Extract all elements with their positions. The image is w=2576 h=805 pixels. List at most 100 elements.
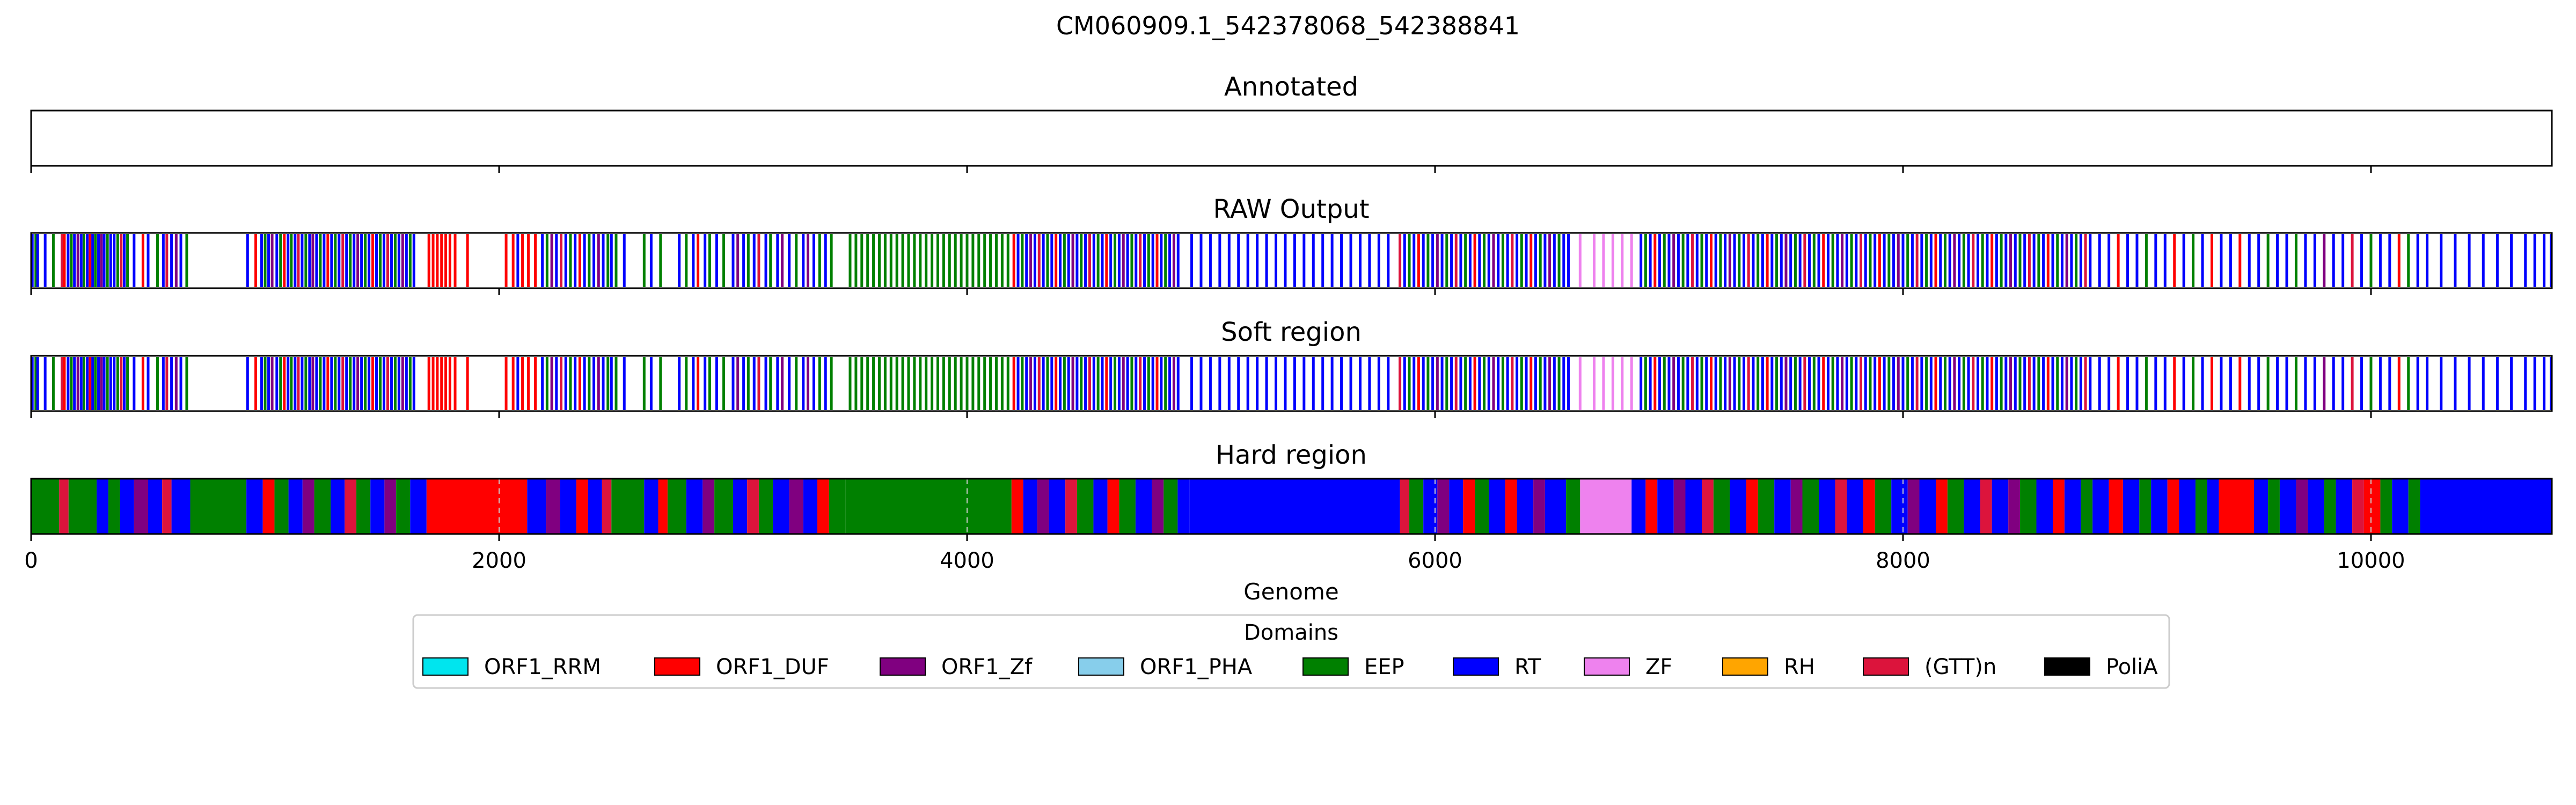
domain-block — [1545, 479, 1567, 534]
panel-title-hard-region: Hard region — [1216, 440, 1367, 470]
domain-block — [714, 479, 733, 534]
legend-swatch — [422, 657, 469, 676]
domain-block — [384, 479, 397, 534]
domain-block — [576, 479, 588, 534]
panel-annotated — [30, 109, 2553, 173]
domain-block — [1907, 479, 1920, 534]
legend: Domains ORF1_RRM ORF1_DUF ORF1_Zf ORF1_PHA E… — [412, 614, 2170, 689]
domain-block — [2139, 479, 2151, 534]
domain-block — [171, 479, 191, 534]
domain-block — [1163, 479, 1178, 534]
domain-block — [1980, 479, 1992, 534]
domain-block — [2268, 479, 2280, 534]
legend-label: ORF1_PHA — [1140, 655, 1253, 679]
domain-block — [789, 479, 803, 534]
domain-block — [1449, 479, 1463, 534]
domain-block — [1947, 479, 1964, 534]
x-tick-label: 2000 — [472, 548, 526, 573]
domain-block — [1517, 479, 1534, 534]
domain-block — [120, 479, 134, 534]
domain-block — [2179, 479, 2196, 534]
domain-block — [702, 479, 715, 534]
domain-block — [602, 479, 612, 534]
domain-block — [59, 479, 69, 534]
panel-frame — [30, 232, 2553, 289]
x-tick-label: 10000 — [2337, 548, 2405, 573]
domain-block — [1189, 479, 1400, 534]
legend-entries: ORF1_RRM ORF1_DUF ORF1_Zf ORF1_PHA EEP RT ZF RH… — [422, 655, 2158, 679]
x-tick-labels: 0 2000 4000 6000 8000 10000 — [24, 548, 2405, 573]
domain-block — [302, 479, 314, 534]
domain-block — [134, 479, 148, 534]
panel-frame — [30, 355, 2553, 412]
domain-block — [1093, 479, 1108, 534]
domain-block — [108, 479, 120, 534]
domain-block — [2195, 479, 2207, 534]
domain-block — [2380, 479, 2392, 534]
domain-block — [410, 479, 427, 534]
domain-block — [1135, 479, 1152, 534]
domain-block — [396, 479, 411, 534]
legend-label: ZF — [1645, 655, 1672, 679]
domain-block — [274, 479, 289, 534]
domain-block — [2296, 479, 2308, 534]
legend-swatch — [1453, 657, 1499, 676]
domain-block — [1774, 479, 1791, 534]
legend-label: ORF1_RRM — [484, 655, 601, 679]
domain-block — [1065, 479, 1077, 534]
domain-block — [560, 479, 576, 534]
domain-block — [1152, 479, 1164, 534]
x-tick-label: 4000 — [940, 548, 994, 573]
domain-block — [1802, 479, 1819, 534]
domain-block — [2420, 479, 2552, 534]
domain-block — [546, 479, 560, 534]
domain-block — [1685, 479, 1702, 534]
legend-swatch — [1584, 657, 1630, 676]
domain-block — [2363, 479, 2381, 534]
domain-block — [1177, 479, 1190, 534]
panel-title-soft-region: Soft region — [1221, 317, 1362, 347]
domain-block — [314, 479, 331, 534]
domain-block — [262, 479, 275, 534]
panel-raw-output — [30, 232, 2553, 295]
domain-block — [2392, 479, 2409, 534]
legend-swatch — [654, 657, 700, 676]
domain-block — [644, 479, 658, 534]
domain-block — [1580, 479, 1632, 534]
domain-block — [2219, 479, 2254, 534]
domain-block — [773, 479, 789, 534]
domain-block — [1730, 479, 1746, 534]
domain-block — [2123, 479, 2140, 534]
domain-block — [1049, 479, 1066, 534]
domain-block — [1790, 479, 1803, 534]
domain-block — [1566, 479, 1580, 534]
domain-block — [527, 479, 546, 534]
legend-label: RH — [1784, 655, 1815, 679]
domain-block — [686, 479, 703, 534]
domain-block — [733, 479, 748, 534]
panel-hard-region — [30, 478, 2553, 541]
domain-block — [1847, 479, 1863, 534]
x-tick-label: 6000 — [1408, 548, 1462, 573]
domain-block — [1489, 479, 1505, 534]
domain-block — [2109, 479, 2123, 534]
domain-block — [2308, 479, 2324, 534]
domain-block — [426, 479, 528, 534]
domain-block — [758, 479, 773, 534]
legend-swatch — [880, 657, 926, 676]
domain-block — [2167, 479, 2179, 534]
domain-block — [2064, 479, 2081, 534]
domain-block — [356, 479, 371, 534]
domain-block — [803, 479, 817, 534]
domain-block — [1992, 479, 2009, 534]
legend-swatch — [1722, 657, 1768, 676]
domain-block — [345, 479, 357, 534]
panel-title-annotated: Annotated — [1224, 72, 1358, 102]
domain-block — [845, 479, 1012, 534]
x-tick-label: 0 — [24, 548, 38, 573]
domain-block — [1423, 479, 1438, 534]
x-tick-label: 8000 — [1876, 548, 1930, 573]
domain-block — [2151, 479, 2168, 534]
domain-block — [817, 479, 829, 534]
